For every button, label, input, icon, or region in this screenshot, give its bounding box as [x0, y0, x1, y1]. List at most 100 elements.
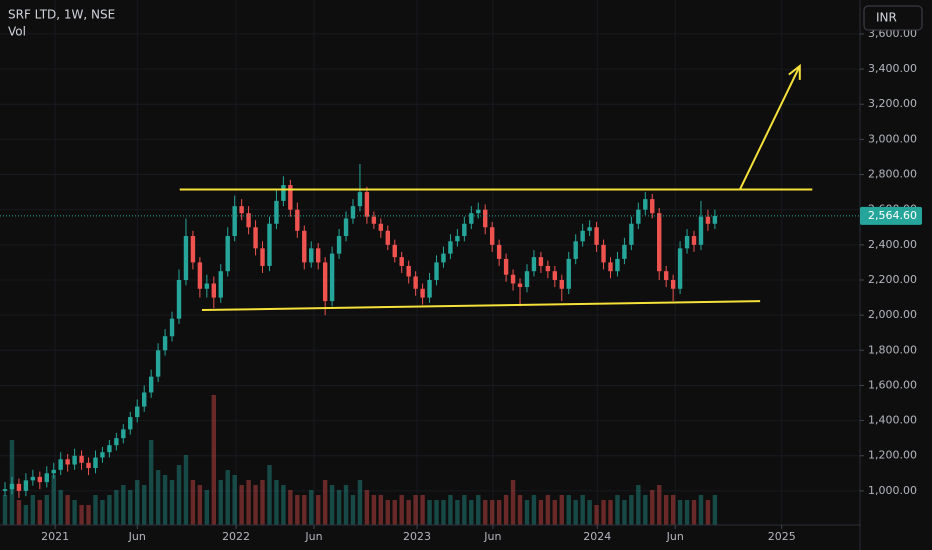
candle-body: [79, 455, 84, 463]
volume-bar: [23, 505, 29, 525]
y-tick-label: 2,400.00: [868, 238, 917, 251]
volume-bar: [260, 480, 265, 525]
last-price-tag: [860, 206, 922, 225]
candle-body: [622, 244, 627, 259]
candle-body: [295, 209, 300, 231]
candle-body: [657, 213, 662, 272]
volume-bar: [573, 500, 578, 525]
volume-bar: [538, 500, 544, 525]
candle-body: [2, 489, 8, 491]
candle-body: [114, 438, 119, 446]
x-tick-label: Jun: [304, 530, 322, 543]
currency-label[interactable]: INR: [876, 11, 897, 25]
volume-bar: [517, 495, 523, 525]
candle-body: [246, 213, 251, 228]
candle-body: [37, 476, 43, 483]
candle-body: [309, 248, 314, 263]
volume-bar: [343, 485, 349, 525]
volume-bar: [197, 485, 203, 525]
candle-body: [364, 192, 370, 217]
candle-body: [462, 223, 467, 237]
candle-body: [274, 200, 279, 224]
volume-bar: [503, 495, 509, 525]
candle-body: [691, 236, 697, 245]
y-tick-label: 2,200.00: [868, 273, 917, 286]
x-tick-label: 2021: [41, 530, 69, 543]
candle-body: [72, 455, 77, 465]
volume-bar: [93, 495, 98, 525]
volume-bar: [698, 495, 704, 525]
candle-body: [253, 227, 258, 249]
volume-bar: [142, 485, 147, 525]
annotation-layer: [0, 63, 860, 312]
volume-bar: [295, 495, 300, 525]
candle-body: [51, 469, 56, 474]
volume-bar: [350, 495, 356, 525]
candle-body: [399, 257, 404, 266]
x-tick-label: 2023: [403, 530, 431, 543]
candle-body: [406, 265, 411, 277]
candle-body: [552, 271, 558, 280]
volume-bar: [691, 500, 697, 525]
volume-bar: [16, 500, 22, 525]
volume-bar: [107, 495, 112, 525]
candle-body: [30, 476, 36, 481]
candle-body: [573, 241, 578, 259]
candle-body: [225, 236, 230, 272]
candle-body: [385, 230, 390, 245]
volume-bar: [455, 500, 460, 525]
y-tick-label: 1,200.00: [868, 449, 917, 462]
volume-bar: [267, 465, 272, 525]
volume-bar: [663, 495, 669, 525]
candle-body: [670, 279, 676, 289]
volume-bar: [183, 455, 189, 525]
volume-bar: [364, 490, 370, 525]
x-tick-label: 2022: [222, 530, 250, 543]
candle-body: [434, 262, 439, 280]
volume-bar: [657, 485, 662, 525]
volume-bar: [162, 475, 168, 525]
candle-body: [601, 244, 606, 263]
candle-body: [455, 236, 460, 242]
y-tick-label: 2,000.00: [868, 308, 917, 321]
volume-bar: [684, 500, 690, 525]
candle-body: [288, 185, 293, 210]
candle-body: [218, 271, 223, 298]
volume-bar: [239, 485, 244, 525]
candle-body: [698, 216, 704, 245]
candle-body: [531, 257, 537, 272]
x-tick-label: Jun: [666, 530, 684, 543]
volume-bar: [531, 495, 537, 525]
volume-bar: [315, 495, 321, 525]
candle-body: [315, 248, 321, 263]
volume-bar: [65, 495, 70, 525]
candle-body: [469, 213, 474, 224]
candle-body: [93, 457, 98, 469]
volume-bar: [594, 505, 599, 525]
volume-label: Vol: [8, 25, 26, 39]
currency-button[interactable]: [863, 5, 923, 31]
volume-bar: [496, 500, 502, 525]
candle-body: [413, 276, 418, 289]
volume-bar: [58, 490, 63, 525]
volume-bar: [336, 490, 342, 525]
candle-body: [559, 279, 564, 289]
volume-bar: [357, 480, 363, 525]
volume-bar: [615, 495, 620, 525]
candle-body: [587, 227, 592, 231]
y-tick-label: 3,200.00: [868, 97, 917, 110]
volume-bar: [288, 490, 293, 525]
candle-body: [441, 253, 446, 263]
candle-body: [336, 236, 342, 254]
candle-body: [427, 279, 432, 298]
volume-bar: [246, 480, 251, 525]
volume-bar: [148, 440, 154, 525]
volume-bar: [121, 485, 126, 525]
candle-body: [496, 244, 502, 259]
volume-bar: [371, 495, 377, 525]
candle-layer: [2, 163, 718, 498]
volume-bar: [420, 495, 425, 525]
volume-bar: [37, 500, 43, 525]
candle-body: [608, 262, 613, 272]
